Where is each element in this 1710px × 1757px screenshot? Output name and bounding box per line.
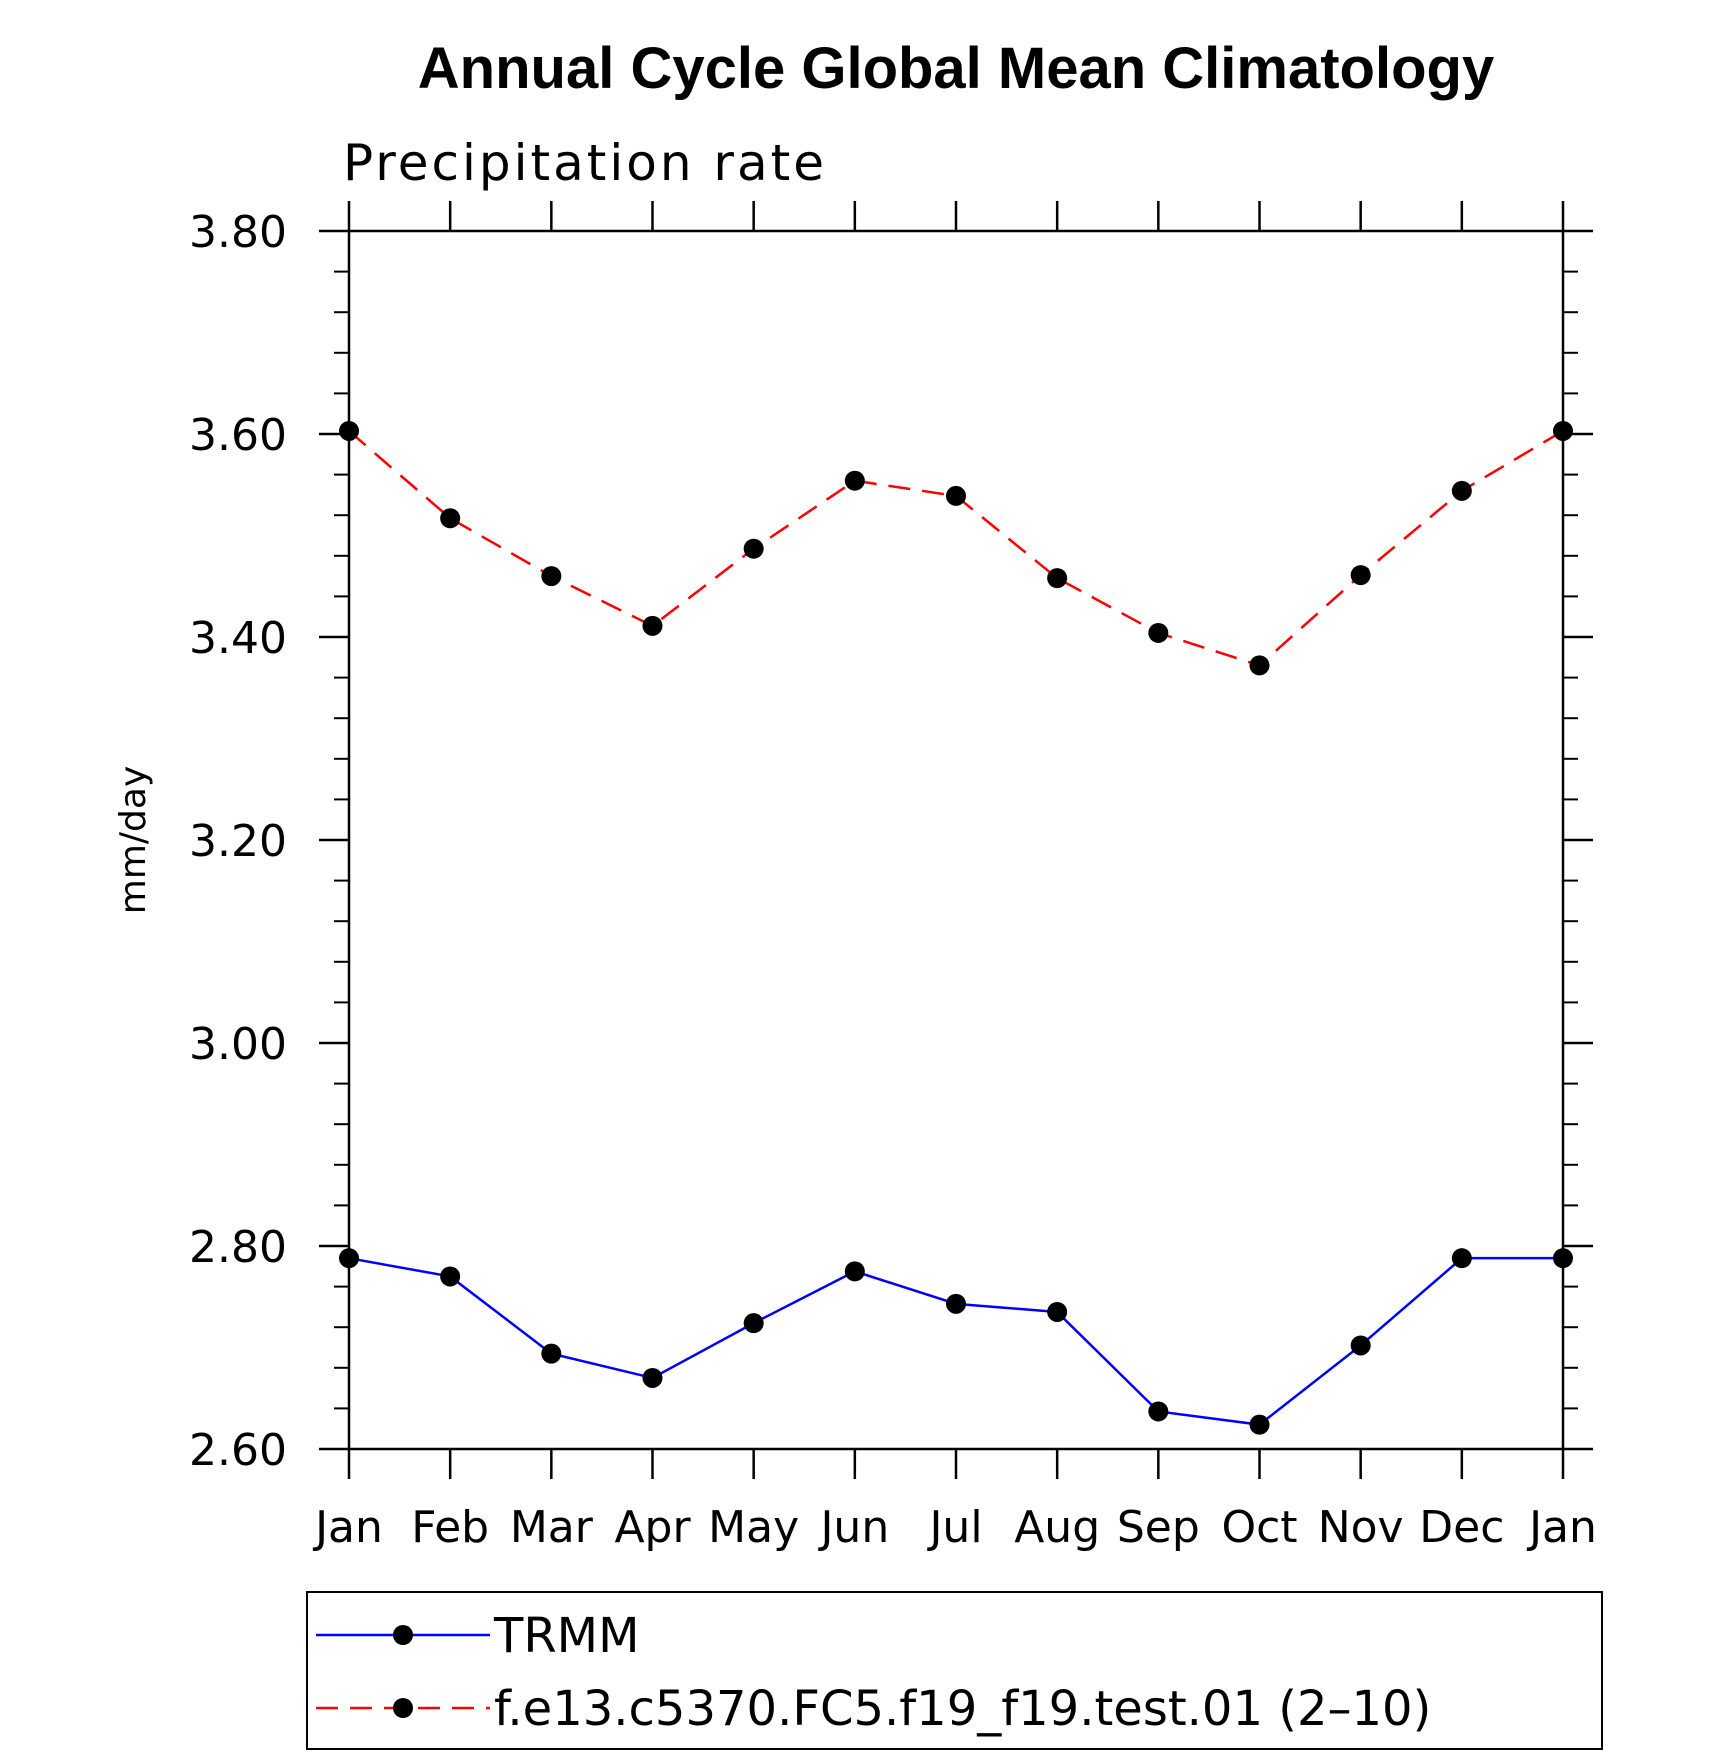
series-line-2 [348, 429, 1564, 667]
y-tick-label: 3.80 [189, 207, 287, 258]
series-1-point [440, 1266, 461, 1287]
series-2-point [1553, 420, 1573, 441]
x-tick-label: Apr [614, 1502, 691, 1553]
series-1-point [1350, 1335, 1371, 1356]
series-1-point [946, 1293, 966, 1314]
series-2-point [541, 566, 562, 587]
x-tick-label: Aug [1014, 1502, 1100, 1553]
x-tick-label: Jan [312, 1502, 383, 1553]
x-tick-label: Sep [1117, 1502, 1200, 1553]
series-1-point [541, 1343, 562, 1364]
x-tick-label: May [708, 1502, 799, 1553]
x-tick-label: Jun [817, 1502, 889, 1553]
y-tick-label: 3.00 [189, 1019, 287, 1070]
x-tick-label: Nov [1318, 1502, 1404, 1553]
y-tick-label: 2.80 [189, 1222, 287, 1273]
x-tick-label: Mar [510, 1502, 594, 1553]
x-tick-label: Oct [1221, 1502, 1297, 1553]
plot-frame [347, 229, 1565, 1451]
series-2-point [642, 615, 663, 636]
series-1-point [743, 1313, 764, 1334]
y-axis-label: mm/day [113, 766, 154, 914]
series-2-point [1451, 480, 1472, 501]
series-1-point [844, 1261, 865, 1282]
series-1-point [1451, 1248, 1472, 1269]
series-2-point [440, 508, 461, 529]
legend-box [306, 1591, 1603, 1750]
y-tick-label: 2.60 [189, 1425, 287, 1476]
series-line-1 [348, 1256, 1563, 1426]
legend-marker-1 [393, 1625, 413, 1645]
series-1-point [339, 1248, 359, 1269]
series-2-point [1249, 655, 1270, 676]
x-tick-label: Dec [1419, 1502, 1504, 1553]
series-2-point [1350, 565, 1371, 586]
series-2-point [743, 538, 764, 559]
series-2-point [1047, 568, 1068, 589]
legend-label-1: TRMM [493, 1608, 640, 1664]
x-tick-label: Jan [1526, 1502, 1597, 1553]
series-1-point [1148, 1401, 1169, 1422]
series-2-point [844, 470, 865, 491]
y-tick-label: 3.20 [189, 816, 287, 867]
y-tick-label: 3.40 [189, 613, 287, 664]
legend-marker-2 [393, 1698, 413, 1718]
series-2-point [946, 485, 966, 506]
legend-label-2: f.e13.c5370.FC5.f19_f19.test.01 (2–10) [494, 1681, 1431, 1737]
chart-subtitle: Precipitation rate [343, 134, 827, 192]
chart-title: Annual Cycle Global Mean Climatology [418, 36, 1494, 101]
series-1-point [642, 1367, 663, 1388]
series-1-point [1047, 1301, 1068, 1322]
x-tick-label: Jul [926, 1502, 982, 1553]
series-1-point [1249, 1414, 1270, 1435]
series-layer [339, 420, 1573, 1435]
y-tick-label: 3.60 [189, 410, 287, 461]
axes: Jan Feb Mar Apr May Jun Jul Aug Sep Oct Nov Dec Jan 2… [189, 201, 1597, 1553]
legend: TRMM f.e13.c5370.FC5.f19_f19.test.01 (2–1… [306, 1591, 1603, 1750]
series-2-point [1148, 622, 1169, 643]
x-tick-label: Feb [411, 1502, 489, 1553]
series-2-point [339, 420, 359, 441]
series-1-point [1553, 1248, 1573, 1269]
